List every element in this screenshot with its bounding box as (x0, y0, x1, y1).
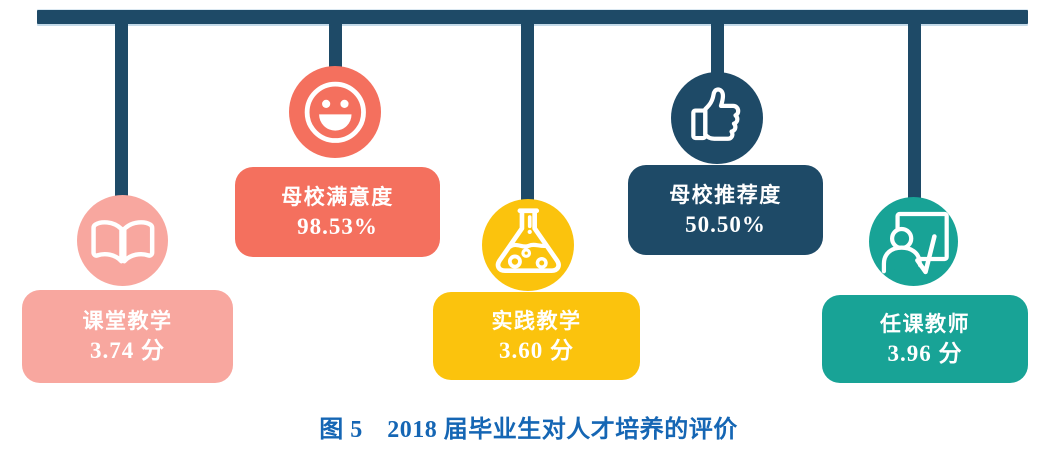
hanger-line (521, 24, 534, 206)
teachers-icon-circle (869, 197, 958, 286)
figure-caption: 图 5 2018 届毕业生对人才培养的评价 (319, 417, 738, 443)
metric-label: 母校推荐度 (669, 183, 782, 207)
practical-teaching-card: 实践教学 3.60 分 (433, 292, 640, 380)
hanger-line (329, 24, 342, 76)
hanger-line (115, 24, 128, 202)
satisfaction-icon-circle (289, 66, 381, 158)
teachers-card: 任课教师 3.96 分 (822, 295, 1028, 383)
teacher-whiteboard-icon (881, 211, 949, 274)
metric-value: 3.60 分 (499, 337, 574, 363)
metric-value: 98.53% (297, 213, 378, 239)
metric-label: 实践教学 (491, 309, 582, 333)
metric-value: 50.50% (685, 211, 766, 237)
top-beam (37, 10, 1028, 24)
metric-label: 课堂教学 (82, 310, 173, 333)
classroom-teaching-icon-circle (77, 195, 168, 286)
hanger-line (711, 24, 724, 80)
thumbs-up-icon (690, 87, 740, 141)
flask-icon (495, 208, 561, 273)
metric-value: 3.74 分 (90, 338, 165, 363)
recommendation-card: 母校推荐度 50.50% (628, 165, 823, 255)
metric-value: 3.96 分 (887, 340, 963, 366)
satisfaction-card: 母校满意度 98.53% (235, 167, 440, 257)
recommendation-icon-circle (671, 72, 763, 164)
hanger-line (908, 24, 921, 204)
smiley-face-icon (304, 81, 366, 143)
metric-label: 任课教师 (880, 312, 970, 336)
metric-label: 母校满意度 (281, 185, 394, 209)
open-book-icon (90, 219, 155, 264)
classroom-teaching-card: 课堂教学 3.74 分 (22, 290, 233, 383)
practical-teaching-icon-circle (482, 199, 574, 291)
